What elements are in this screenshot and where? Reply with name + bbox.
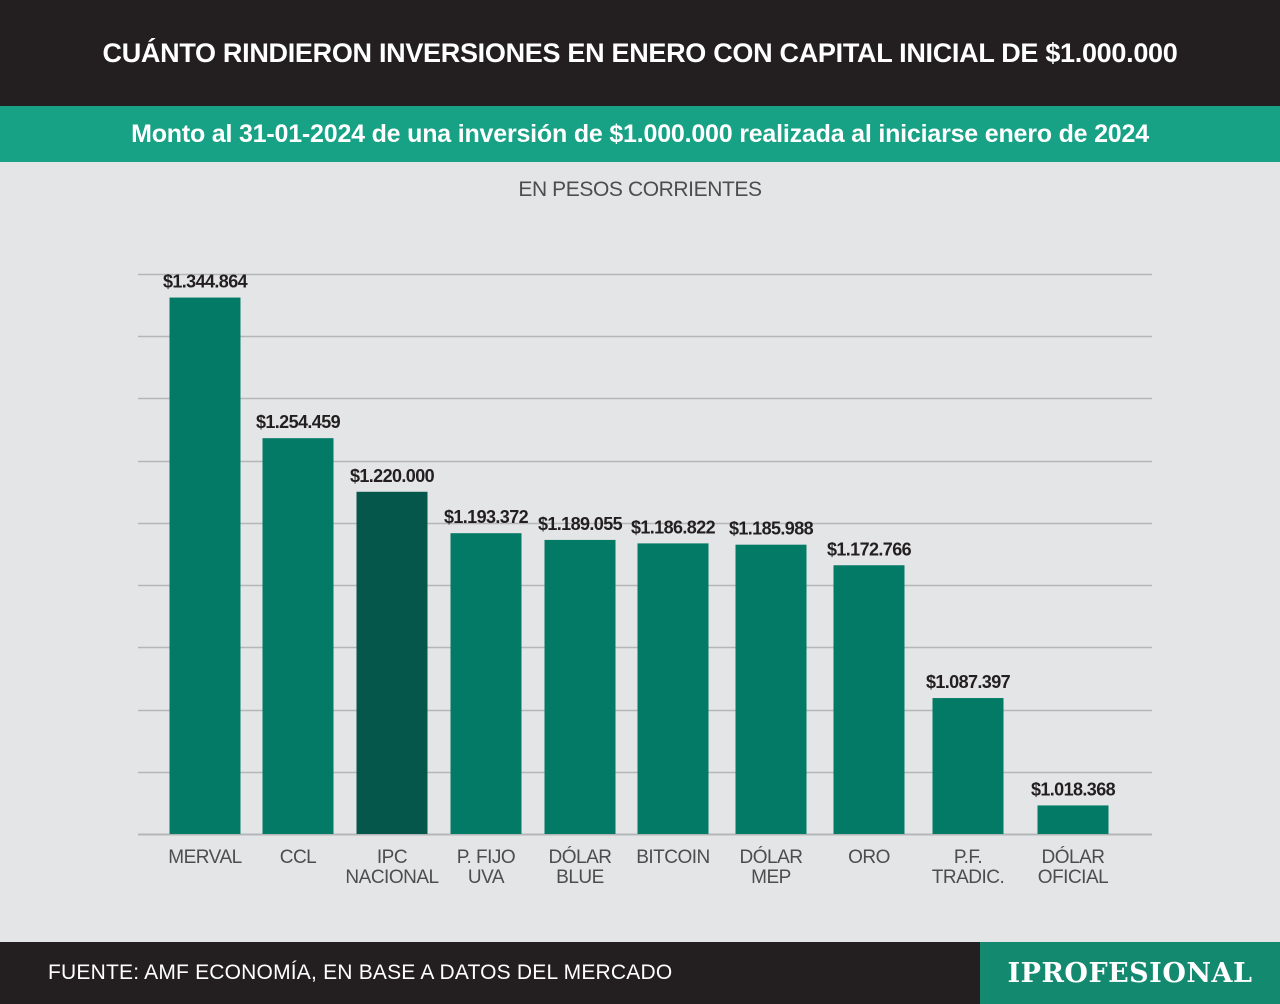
x-tick-label: P. FIJO [457,847,515,868]
x-tick-label: DÓLAR [740,846,803,868]
x-tick-label: BITCOIN [636,847,710,868]
data-label: $1.254.459 [256,412,341,432]
data-label: $1.185.988 [729,519,814,539]
bar-chart: $1.344.864 MERVAL $1.254.459 CCL $1.220.000 I… [138,272,1152,888]
bar [450,533,522,834]
chart-subtitle: Monto al 31-01-2024 de una inversión de … [0,106,1280,162]
bar [637,543,709,834]
data-label: $1.189.055 [538,514,623,534]
bar [1037,805,1109,834]
x-tick-label: IPC [377,847,407,868]
x-tick-label: UVA [468,867,505,888]
data-label: $1.087.397 [926,672,1011,692]
x-tick-label: BLUE [556,867,604,888]
x-tick-label: OFICIAL [1038,867,1108,888]
bar [735,544,807,834]
bar [932,698,1004,834]
data-label: $1.193.372 [444,507,529,527]
units-label: EN PESOS CORRIENTES [518,178,762,201]
bar [356,491,428,834]
data-label: $1.220.000 [350,466,435,486]
data-label: $1.018.368 [1031,779,1116,799]
data-label: $1.186.822 [631,517,716,537]
data-label: $1.344.864 [163,272,248,292]
x-tick-label: MERVAL [168,847,241,868]
x-tick-label: P.F. [954,847,982,868]
x-tick-label: ORO [848,847,890,868]
chart-title-text: CUÁNTO RINDIERON INVERSIONES EN ENERO CO… [102,37,1178,68]
x-tick-label: NACIONAL [345,867,438,888]
label-layer: $1.344.864 MERVAL $1.254.459 CCL $1.220.000 I… [163,272,1116,888]
x-tick-label: DÓLAR [549,846,612,868]
chart-title: CUÁNTO RINDIERON INVERSIONES EN ENERO CO… [0,0,1280,106]
chart-subtitle-text: Monto al 31-01-2024 de una inversión de … [131,119,1149,148]
bar-layer [169,297,1109,834]
bar [262,438,334,834]
x-tick-label: DÓLAR [1042,846,1105,868]
data-label: $1.172.766 [827,539,912,559]
footer: FUENTE: AMF ECONOMÍA, EN BASE A DATOS DE… [0,942,1280,1004]
source-note: FUENTE: AMF ECONOMÍA, EN BASE A DATOS DE… [48,961,673,984]
brand-logo: IPROFESIONAL [980,942,1280,1004]
brand-logo-text: IPROFESIONAL [1007,957,1253,989]
x-tick-label: TRADIC. [932,867,1005,888]
x-tick-label: CCL [280,847,317,868]
bar [544,539,616,834]
bar [833,565,905,834]
bar [169,297,241,834]
x-tick-label: MEP [751,867,791,888]
